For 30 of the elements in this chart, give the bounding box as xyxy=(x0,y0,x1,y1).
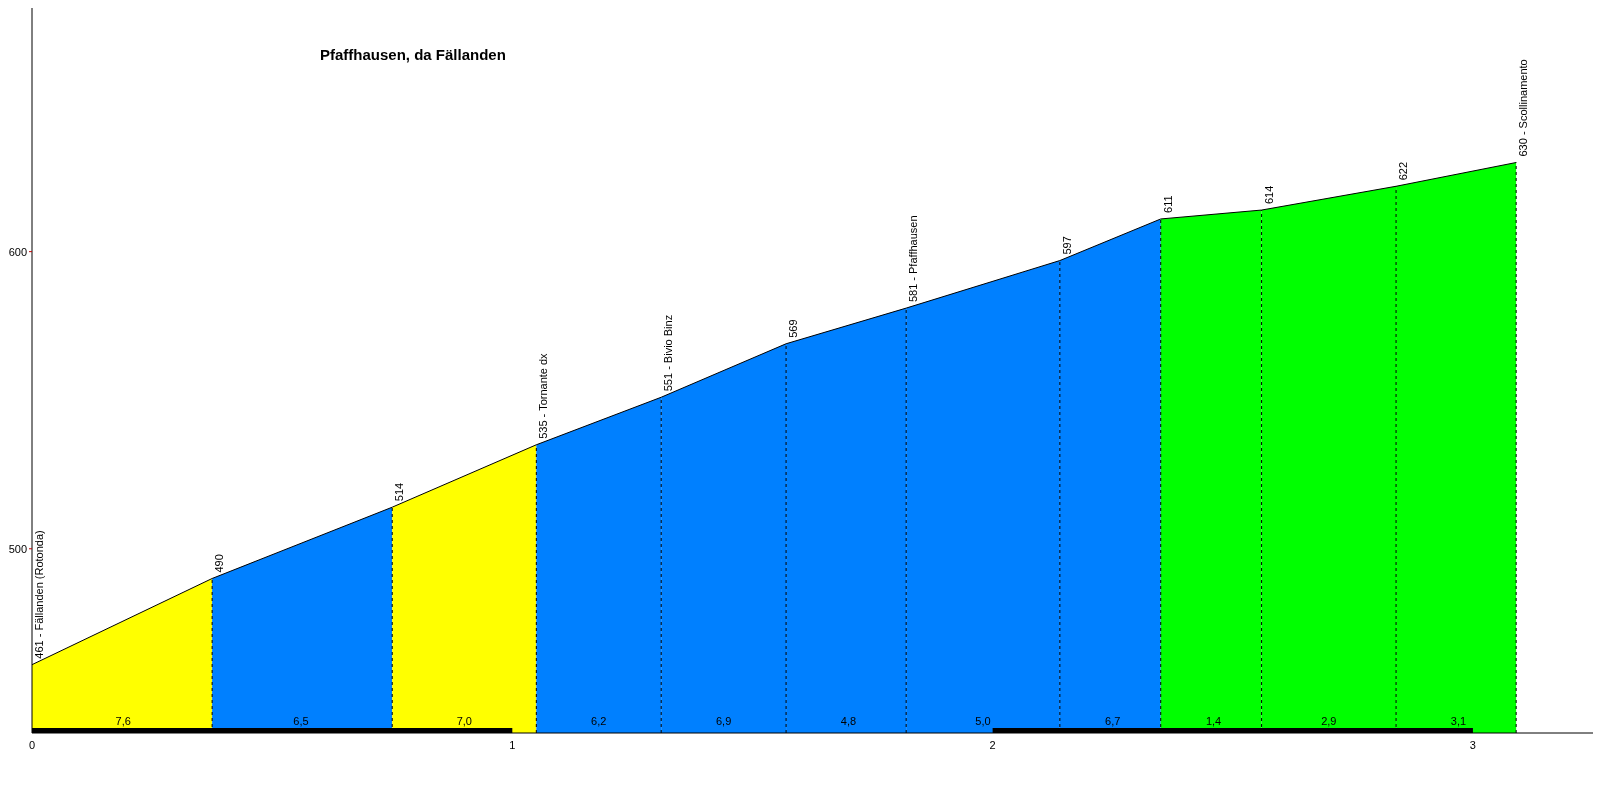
x-tick-label: 2 xyxy=(989,738,996,751)
annotation: 611 xyxy=(1161,195,1174,213)
annotation: 551 - Bivio Binz xyxy=(662,314,675,392)
annotation: 569 xyxy=(787,319,800,338)
annotation: 630 - Scollinamento xyxy=(1517,59,1530,157)
text: Pfaffhausen, da Fällanden xyxy=(320,46,506,63)
annotation: 2,9 xyxy=(1321,715,1337,727)
annotation: 4,8 xyxy=(840,715,857,727)
annotation: 6,5 xyxy=(293,715,309,727)
x-tick-label: 3 xyxy=(1469,738,1476,751)
annotation: 622 xyxy=(1397,161,1410,181)
annotation: 1,4 xyxy=(1205,715,1222,727)
x-tick-label: 0 xyxy=(28,738,36,751)
annotation: 3,1 xyxy=(1450,715,1467,727)
annotation: 597 xyxy=(1060,236,1073,255)
annotation: 6,9 xyxy=(715,715,732,727)
annotation: 514 xyxy=(393,482,406,502)
annotation: 490 xyxy=(213,554,226,573)
annotation: 6,7 xyxy=(1105,715,1121,727)
y-tick-label: 500 xyxy=(8,542,27,555)
annotation: 614 xyxy=(1262,185,1275,205)
annotation: 6,2 xyxy=(591,715,607,727)
y-tick-label: 600 xyxy=(8,245,27,258)
x-tick-label: 1 xyxy=(509,738,516,751)
annotation: 7,6 xyxy=(115,715,131,727)
annotation: 5,0 xyxy=(975,715,991,727)
annotation: 535 - Tornante dx xyxy=(537,352,550,439)
annotation: 461 - Fällanden (Rotonda) xyxy=(33,530,45,659)
annotation: 7,0 xyxy=(456,715,472,727)
annotation: 581 - Pfaffhausen xyxy=(907,215,920,303)
